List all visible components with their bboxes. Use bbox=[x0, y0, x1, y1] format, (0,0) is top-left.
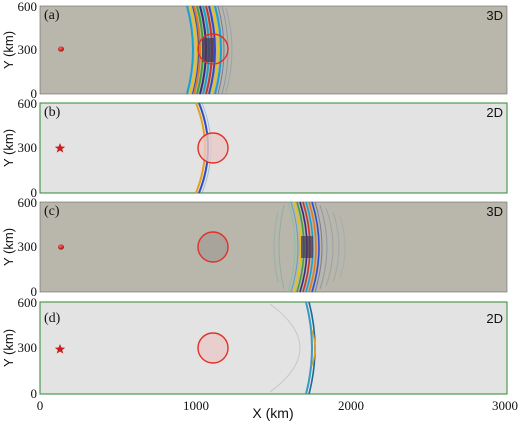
panel-d-background bbox=[39, 301, 508, 395]
y-tick-label: 600 bbox=[18, 96, 38, 111]
y-tick-label: 0 bbox=[31, 185, 38, 200]
panel-d-circle bbox=[197, 332, 229, 364]
y-tick-label: 0 bbox=[31, 284, 38, 299]
panel-a-label: (a) bbox=[44, 8, 60, 23]
panel-c-circle bbox=[197, 231, 229, 263]
panel-b-circle bbox=[197, 132, 229, 164]
x-tick-label: 2000 bbox=[338, 398, 364, 413]
x-axis-label: X (km) bbox=[252, 405, 293, 421]
y-tick-label: 300 bbox=[18, 140, 38, 155]
panel-d: (d) 2D bbox=[39, 301, 508, 395]
panel-c-wavefront bbox=[273, 201, 346, 293]
panel-a-background bbox=[39, 5, 508, 95]
y-tick-label: 300 bbox=[18, 42, 38, 57]
x-tick-label: 0 bbox=[37, 398, 44, 413]
y-tick-label: 300 bbox=[18, 340, 38, 355]
y-axis-label: Y (km) bbox=[1, 31, 16, 69]
panel-b-background bbox=[39, 102, 508, 194]
panel-b-source-star bbox=[54, 143, 66, 153]
panel-a-source-dot bbox=[58, 46, 64, 52]
panel-d-label: (d) bbox=[44, 311, 61, 326]
panel-d-dim-label: 2D bbox=[486, 311, 503, 326]
y-axis-labels: Y (km) Y (km) Y (km) Y (km) bbox=[1, 31, 16, 367]
panel-b: (b) 2D bbox=[39, 102, 508, 194]
panel-a-circle bbox=[197, 33, 229, 65]
y-axis-label: Y (km) bbox=[1, 329, 16, 367]
y-tick-label: 600 bbox=[18, 295, 38, 310]
x-axis: 0 1000 2000 3000 X (km) bbox=[37, 398, 518, 421]
y-tick-label: 0 bbox=[31, 386, 38, 401]
panel-b-label: (b) bbox=[44, 105, 61, 120]
y-axis-label: Y (km) bbox=[1, 228, 16, 266]
x-tick-label: 1000 bbox=[183, 398, 209, 413]
y-axis-label: Y (km) bbox=[1, 129, 16, 167]
y-tick-label: 600 bbox=[18, 195, 38, 210]
panel-c-label: (c) bbox=[44, 204, 60, 219]
y-tick-label: 0 bbox=[31, 86, 38, 101]
panel-c: (c) 3D bbox=[39, 201, 508, 293]
panel-d-wavefront bbox=[269, 301, 316, 395]
panel-c-dim-label: 3D bbox=[486, 204, 503, 219]
panel-b-dim-label: 2D bbox=[486, 105, 503, 120]
y-tick-label: 300 bbox=[18, 239, 38, 254]
panel-a-dim-label: 3D bbox=[486, 8, 503, 23]
y-tick-labels: 600 300 0 600 300 0 600 300 0 600 300 0 bbox=[18, 0, 38, 401]
panel-c-source-dot bbox=[58, 244, 64, 250]
panel-d-source-star bbox=[54, 344, 66, 354]
y-tick-label: 600 bbox=[18, 0, 38, 14]
x-tick-label: 3000 bbox=[492, 398, 518, 413]
panel-a: (a) 3D bbox=[39, 5, 508, 95]
